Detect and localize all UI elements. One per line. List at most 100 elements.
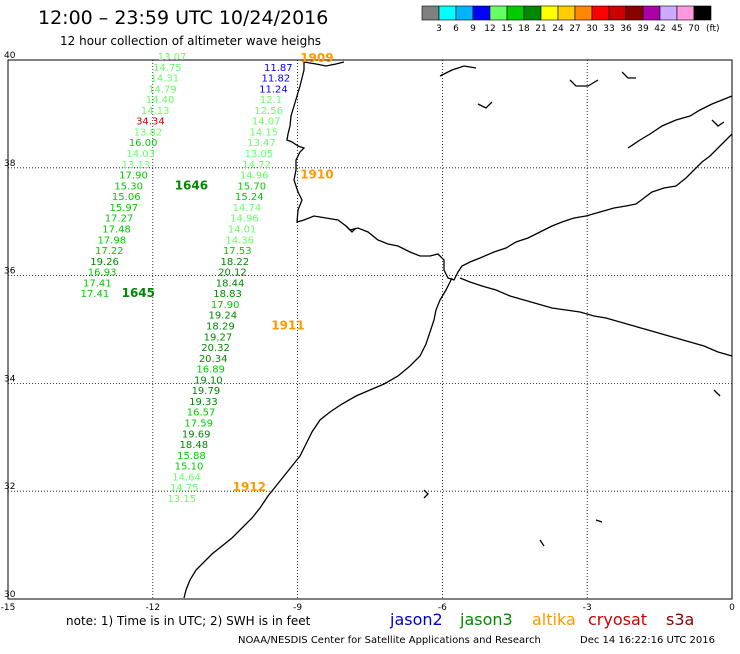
colorbar-swatch	[540, 5, 559, 21]
lat-tick-label: 32	[4, 482, 15, 492]
swh-value-label: 19.24	[208, 311, 237, 322]
swh-value-label: 13.47	[247, 138, 276, 149]
colorbar-swatch	[574, 5, 593, 21]
swh-value-label: 18.48	[180, 440, 209, 451]
swh-value-label: 15.30	[114, 181, 143, 192]
lat-tick-label: 40	[4, 51, 16, 61]
swh-value-label: 20.12	[218, 268, 247, 279]
swh-value-label: 14.75	[170, 483, 199, 494]
axis-labels: -15 -12 -9 -6 -3 0 40 38 36 34 32 30	[1, 51, 735, 613]
swh-value-label: 14.72	[242, 160, 271, 171]
colorbar-swatch	[472, 5, 491, 21]
swh-value-label: 17.98	[97, 235, 126, 246]
colorbar-label: 30	[586, 24, 598, 34]
colorbar-label: 70	[688, 24, 700, 34]
swh-value-label: 11.24	[259, 84, 288, 95]
swh-value-label: 15.88	[177, 451, 206, 462]
swh-value-label: 17.48	[102, 224, 131, 235]
lon-tick-label: -15	[1, 603, 16, 613]
swh-value-label: 14.40	[146, 95, 175, 106]
lat-tick-label: 38	[4, 159, 16, 169]
colorbar-swatch	[506, 5, 525, 21]
pass-time-label: 1911	[271, 319, 304, 333]
legend-jason2: jason2	[389, 610, 443, 629]
swh-value-label: 11.82	[262, 74, 291, 85]
colorbar-unit: (ft)	[706, 24, 720, 34]
swh-value-label: 16.93	[88, 268, 117, 279]
swh-value-label: 14.07	[252, 117, 281, 128]
lat-tick-label: 30	[4, 590, 16, 600]
colorbar-label: 3	[436, 24, 442, 34]
colorbar-label: 9	[470, 24, 476, 34]
swh-value-label: 20.32	[201, 343, 230, 354]
swh-value-label: 16.57	[187, 408, 216, 419]
colorbar-label: 24	[552, 24, 564, 34]
swh-value-label: 13.15	[167, 494, 196, 505]
legend-altika: altika	[532, 610, 576, 629]
swh-value-label: 15.97	[110, 203, 139, 214]
swh-value-label: 19.69	[182, 429, 211, 440]
swh-value-label: 17.90	[119, 171, 148, 182]
legend-s3a: s3a	[666, 610, 694, 629]
colorbar-label: 15	[501, 24, 512, 34]
colorbar-label: 12	[484, 24, 495, 34]
colorbar-swatch	[676, 5, 695, 21]
swh-value-label: 16.89	[196, 365, 225, 376]
swh-value-label: 14.03	[126, 149, 155, 160]
swh-value-label: 18.44	[216, 278, 245, 289]
swh-value-label: 14.75	[153, 63, 182, 74]
colorbar-label: 6	[453, 24, 459, 34]
swh-value-label: 18.29	[206, 322, 235, 333]
lon-tick-label: -9	[293, 603, 302, 613]
swh-value-label: 19.26	[90, 257, 119, 268]
pass-time-label: 1912	[233, 480, 266, 494]
swh-value-label: 14.31	[151, 74, 180, 85]
swh-value-label: 34.34	[136, 117, 165, 128]
timestamp: Dec 14 16:22:16 UTC 2016	[580, 635, 715, 646]
lat-lon-grid	[7, 59, 733, 600]
swh-value-label: 19.10	[194, 375, 223, 386]
footnote: note: 1) Time is in UTC; 2) SWH is in fe…	[66, 614, 311, 628]
swh-value-label: 17.90	[211, 300, 240, 311]
colorbar-legend: 3 6 9 12 15 18 21 24 27 30 33 36 39 42 45 70 (ft)	[421, 5, 720, 34]
legend-cryosat: cryosat	[588, 610, 647, 629]
swh-value-label: 14.79	[148, 84, 177, 95]
colorbar-swatch	[489, 5, 508, 21]
colorbar-label: 27	[569, 24, 580, 34]
lon-tick-label: -3	[583, 603, 592, 613]
swh-value-label: 17.41	[83, 278, 112, 289]
colorbar-label: 45	[671, 24, 682, 34]
swh-value-label: 14.01	[228, 224, 257, 235]
swh-value-label: 15.10	[175, 462, 204, 473]
pass-time-label: 1909	[300, 51, 333, 65]
swh-value-label: 14.96	[240, 171, 269, 182]
swh-value-label: 19.27	[204, 332, 233, 343]
swh-value-label: 13.82	[134, 127, 163, 138]
swh-value-label: 11.87	[264, 63, 293, 74]
colorbar-swatch	[608, 5, 627, 21]
pass-time-label: 1910	[300, 168, 333, 182]
colorbar-swatch	[693, 5, 712, 21]
lat-tick-label: 34	[4, 374, 16, 384]
colorbar-label: 33	[603, 24, 614, 34]
swh-value-label: 20.34	[199, 354, 228, 365]
swh-value-label: 14.15	[249, 127, 278, 138]
swh-value-label: 17.27	[105, 214, 134, 225]
swh-value-label: 18.83	[213, 289, 242, 300]
swh-value-label: 15.70	[237, 181, 266, 192]
swh-value-label: 14.96	[230, 214, 259, 225]
swh-value-label: 17.22	[95, 246, 124, 257]
colorbar-swatch	[625, 5, 644, 21]
swh-value-label: 19.33	[189, 397, 218, 408]
colorbar-label: 39	[637, 24, 649, 34]
swh-value-label: 14.64	[172, 472, 201, 483]
map-frame	[7, 59, 733, 600]
swh-value-label: 17.59	[184, 419, 213, 430]
swh-value-label: 15.24	[235, 192, 264, 203]
colorbar-label: 18	[518, 24, 530, 34]
satellite-legend: jason2 jason3 altika cryosat s3a	[389, 610, 694, 629]
track-jason3: 12.112.5614.0714.1513.4713.0514.7214.961…	[167, 51, 333, 505]
